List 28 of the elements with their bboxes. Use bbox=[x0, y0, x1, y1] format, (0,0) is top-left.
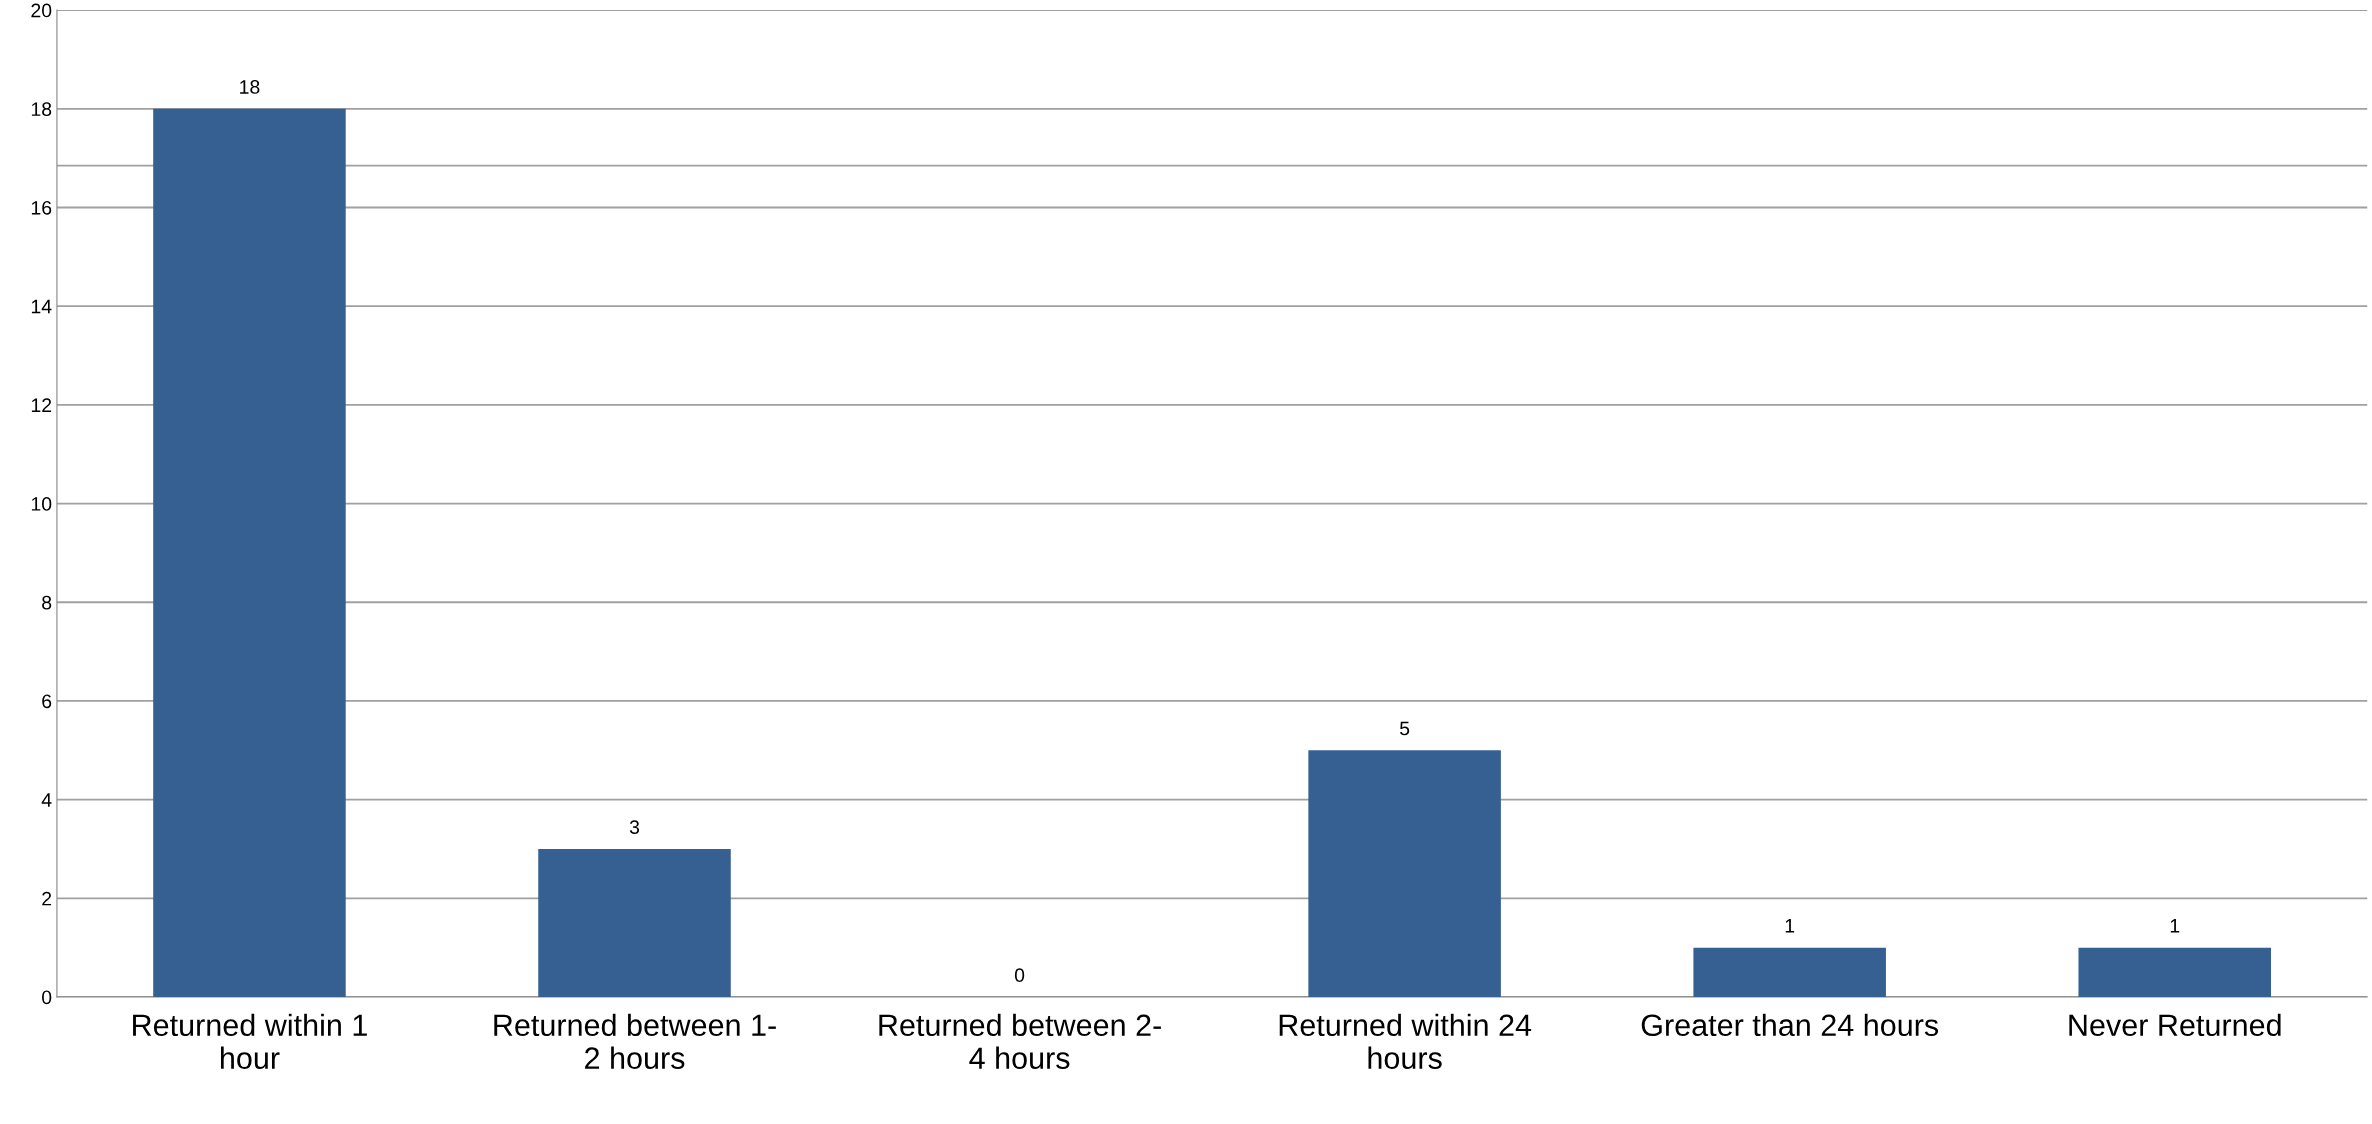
y-tick-label: 4 bbox=[41, 793, 52, 807]
y-tick-label: 6 bbox=[42, 694, 52, 709]
x-tick-label: Never Returned bbox=[2069, 1013, 2281, 1037]
y-tick-label: 18 bbox=[31, 102, 52, 117]
y-tick-label: 10 bbox=[31, 497, 52, 511]
x-tick-label: Greater than 24 hours bbox=[1641, 1013, 1939, 1037]
bar bbox=[1308, 750, 1501, 997]
x-tick-label: Returned within 1 hour bbox=[133, 1013, 367, 1070]
bar bbox=[153, 108, 346, 997]
data-label: 5 bbox=[1399, 721, 1410, 736]
x-tick-label: Returned within 24 hours bbox=[1279, 1013, 1532, 1070]
x-tick-label: Returned between 1- 2 hours bbox=[494, 1013, 776, 1070]
y-tick-label: 14 bbox=[31, 299, 52, 314]
bar bbox=[1693, 947, 1886, 997]
data-label: 1 bbox=[1785, 919, 1795, 933]
y-tick-label: 16 bbox=[31, 200, 52, 215]
y-tick-label: 8 bbox=[42, 595, 52, 610]
y-tick-label: 2 bbox=[42, 891, 52, 906]
bar bbox=[538, 848, 731, 997]
y-tick-label: 12 bbox=[31, 398, 52, 412]
x-tick-label: Returned between 2- 4 hours bbox=[879, 1013, 1161, 1070]
data-label: 18 bbox=[240, 80, 260, 94]
bar bbox=[2078, 947, 2271, 997]
data-label: 3 bbox=[629, 820, 640, 834]
data-label: 0 bbox=[1014, 968, 1025, 983]
y-tick-label: 20 bbox=[31, 3, 52, 18]
y-tick-label: 0 bbox=[42, 990, 52, 1005]
data-label: 1 bbox=[2170, 919, 2180, 933]
